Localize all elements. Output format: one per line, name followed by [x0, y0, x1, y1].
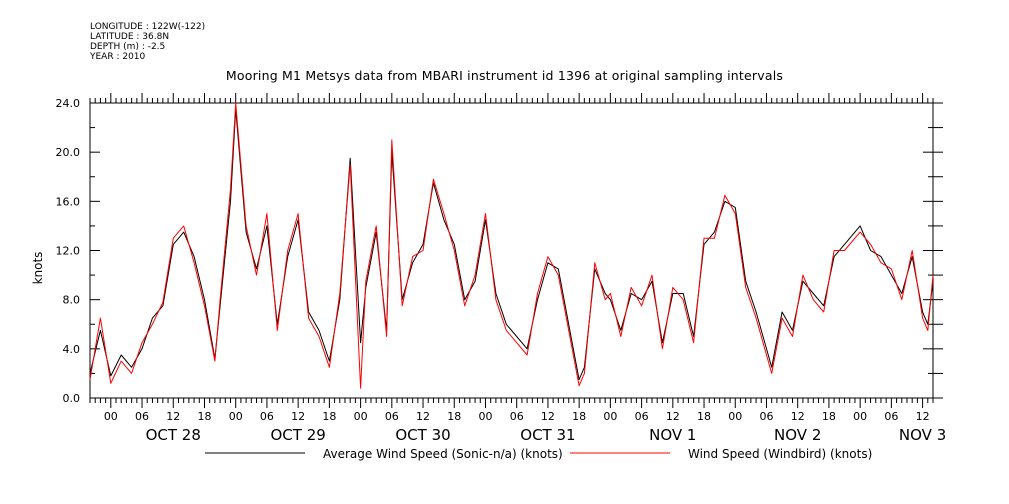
x-hour-label: 06: [385, 410, 399, 423]
x-hour-label: 12: [916, 410, 930, 423]
x-day-label: NOV 3: [899, 426, 946, 444]
legend: Average Wind Speed (Sonic-n/a) (knots) W…: [205, 447, 872, 461]
x-hour-label: 18: [197, 410, 211, 423]
x-hour-label: 06: [135, 410, 149, 423]
x-hour-label: 06: [260, 410, 274, 423]
x-hour-label: 18: [697, 410, 711, 423]
y-axis-label: knots: [31, 252, 45, 285]
latitude-text: LATITUDE : 36.8N: [90, 32, 170, 42]
x-hour-label: 12: [791, 410, 805, 423]
y-tick-label: 0.0: [63, 392, 81, 405]
axes: 0.0 4.0 8.0 12.0 16.0 20.0 24.0 00 06 12 18 00 06 12 1…: [56, 93, 946, 444]
y-tick-label: 24.0: [56, 97, 81, 110]
x-hour-label: 00: [354, 410, 368, 423]
series-line-1: [89, 102, 934, 389]
x-hour-label: 00: [229, 410, 243, 423]
x-hour-label: 06: [759, 410, 773, 423]
legend-label-windbird: Wind Speed (Windbird) (knots): [688, 447, 872, 461]
y-tick-label: 8.0: [63, 294, 81, 307]
series-lines: [89, 102, 934, 389]
x-hour-label: 06: [510, 410, 524, 423]
x-hour-label: 12: [666, 410, 680, 423]
y-tick-label: 20.0: [56, 146, 81, 159]
x-hour-label: 12: [416, 410, 430, 423]
x-hour-label: 00: [478, 410, 492, 423]
x-hour-label: 00: [728, 410, 742, 423]
x-day-label: OCT 28: [146, 426, 201, 444]
x-hour-label: 06: [635, 410, 649, 423]
depth-text: DEPTH (m) : -2.5: [90, 42, 166, 52]
series-line-0: [89, 108, 934, 381]
x-day-label: OCT 29: [270, 426, 325, 444]
y-tick-label: 16.0: [56, 195, 81, 208]
x-hour-label: 12: [291, 410, 305, 423]
chart-title: Mooring M1 Metsys data from MBARI instru…: [225, 68, 784, 83]
x-hour-label: 00: [603, 410, 617, 423]
y-tick-label: 12.0: [56, 245, 81, 258]
x-hour-label: 00: [853, 410, 867, 423]
legend-label-avg: Average Wind Speed (Sonic-n/a) (knots): [323, 447, 563, 461]
x-day-label: OCT 30: [395, 426, 450, 444]
plot-frame: [89, 102, 934, 399]
year-text: YEAR : 2010: [90, 52, 146, 62]
x-day-label: OCT 31: [520, 426, 575, 444]
x-day-label: NOV 2: [774, 426, 821, 444]
x-day-label: NOV 1: [649, 426, 696, 444]
longitude-text: LONGITUDE : 122W(-122): [90, 22, 206, 32]
x-hour-label: 06: [884, 410, 898, 423]
y-tick-label: 4.0: [63, 343, 81, 356]
metadata-block: LONGITUDE : 122W(-122) LATITUDE : 36.8N …: [90, 22, 205, 62]
x-hour-label: 18: [322, 410, 336, 423]
x-hour-label: 12: [541, 410, 555, 423]
x-hour-label: 00: [104, 410, 118, 423]
x-hour-label: 18: [572, 410, 586, 423]
x-hour-label: 18: [822, 410, 836, 423]
x-hour-label: 18: [447, 410, 461, 423]
x-hour-label: 12: [166, 410, 180, 423]
